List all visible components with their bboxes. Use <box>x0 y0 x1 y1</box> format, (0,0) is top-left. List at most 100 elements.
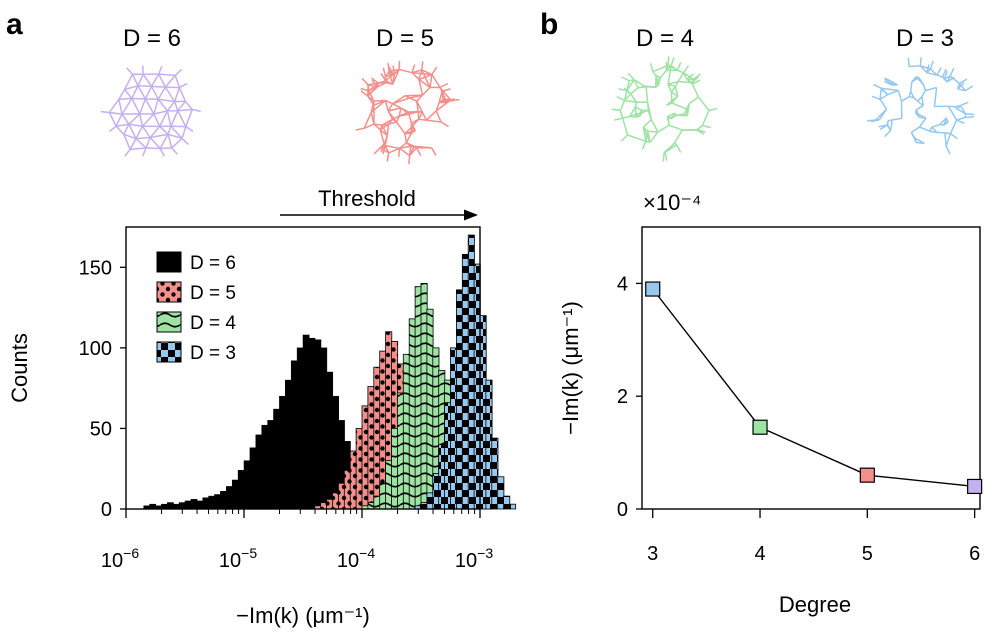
network-edge <box>945 145 951 155</box>
histogram-bar <box>149 503 157 510</box>
network-edge <box>627 134 647 143</box>
network-edge <box>884 77 893 83</box>
network-edge <box>633 79 646 88</box>
histogram-bar <box>426 492 434 510</box>
network-edge <box>121 98 133 115</box>
network-label-d3: D = 3 <box>896 25 954 52</box>
network-edge <box>151 85 166 88</box>
network-edge <box>667 84 673 93</box>
network-edge <box>956 119 965 124</box>
network-edge <box>623 90 628 101</box>
network-edge <box>177 110 187 127</box>
network-edge <box>949 67 955 77</box>
network-edge <box>141 113 155 127</box>
y-tick-label: 4 <box>617 273 628 295</box>
network-edge <box>686 103 691 116</box>
histogram-bar <box>503 495 511 510</box>
histogram-bar <box>237 470 245 510</box>
network-edge <box>641 141 647 150</box>
histogram-bar <box>220 491 227 510</box>
network-edge <box>659 69 667 79</box>
network-edge <box>641 109 649 112</box>
network-edge <box>361 77 369 86</box>
data-line <box>652 288 975 488</box>
network-edge <box>179 82 188 89</box>
network-edge <box>385 74 394 82</box>
network-edge <box>135 138 147 149</box>
network-edge <box>124 89 133 99</box>
line-chart-x-axis-label: Degree <box>779 592 851 617</box>
network-edge <box>866 119 876 122</box>
network-edge <box>945 133 952 147</box>
network-edge <box>425 110 437 121</box>
network-edge <box>159 148 165 157</box>
network-edge <box>363 123 375 129</box>
y-tick-label: 2 <box>617 386 628 408</box>
network-edge <box>946 76 955 83</box>
network-edge <box>879 98 888 110</box>
network-edge <box>623 87 632 95</box>
network-edge <box>670 85 677 93</box>
panel-letter-a: a <box>6 8 23 41</box>
network-label-d5: D = 5 <box>376 25 434 52</box>
line-chart-frame <box>641 226 981 510</box>
network-edge <box>387 103 394 112</box>
network-edge <box>931 123 941 128</box>
histogram-bar <box>420 502 428 510</box>
network-edge <box>439 82 449 89</box>
network-edge <box>663 144 678 154</box>
network-d5-illustration <box>355 60 460 165</box>
network-edge <box>964 85 974 92</box>
network-label-d6: D = 6 <box>123 25 181 52</box>
network-edge <box>947 105 958 121</box>
network-edge <box>922 84 927 91</box>
network-edge <box>128 123 143 128</box>
network-edge <box>410 122 416 131</box>
histogram-bar <box>373 366 381 510</box>
histogram-bar <box>249 447 257 510</box>
histogram-bar <box>290 360 298 510</box>
network-edge <box>416 147 422 156</box>
network-edge <box>633 79 639 89</box>
network-edge <box>873 83 882 89</box>
network-edge <box>652 64 669 73</box>
network-edge <box>170 125 183 139</box>
histogram-bar <box>467 234 475 510</box>
network-edge <box>411 64 416 73</box>
network-edge <box>404 129 416 135</box>
network-edge <box>910 126 920 134</box>
network-edge <box>370 77 379 84</box>
network-edge <box>149 125 161 138</box>
network-edge <box>655 75 660 85</box>
network-edge <box>936 67 942 76</box>
network-edge <box>118 99 123 115</box>
network-edge <box>925 86 937 92</box>
network-edge <box>177 108 193 112</box>
histogram-bar <box>172 503 180 510</box>
network-edge <box>100 110 110 114</box>
network-edge <box>949 132 958 140</box>
network-edge <box>670 57 675 66</box>
network-edge <box>108 98 120 113</box>
histogram-bar <box>226 486 233 510</box>
network-edge <box>646 101 653 120</box>
histogram-y-ticks: 0 50 100 150 <box>79 257 126 521</box>
legend-label-d6: D = 6 <box>190 253 236 274</box>
network-edge <box>943 70 948 80</box>
network-edge <box>618 87 627 92</box>
network-edge <box>181 126 187 139</box>
network-edge <box>662 152 665 162</box>
network-edge <box>667 56 670 66</box>
network-edge <box>181 137 189 145</box>
histogram-bar <box>255 434 263 510</box>
network-edge <box>956 116 966 121</box>
network-edge <box>392 97 410 105</box>
x-tick-label: 3 <box>647 543 658 565</box>
network-edge <box>373 123 381 131</box>
network-edge <box>411 118 420 127</box>
network-edge <box>173 101 179 112</box>
x-tick-label: 10−5 <box>219 545 257 572</box>
network-edge <box>165 86 180 89</box>
network-edge <box>875 108 888 121</box>
network-edge <box>702 124 712 129</box>
